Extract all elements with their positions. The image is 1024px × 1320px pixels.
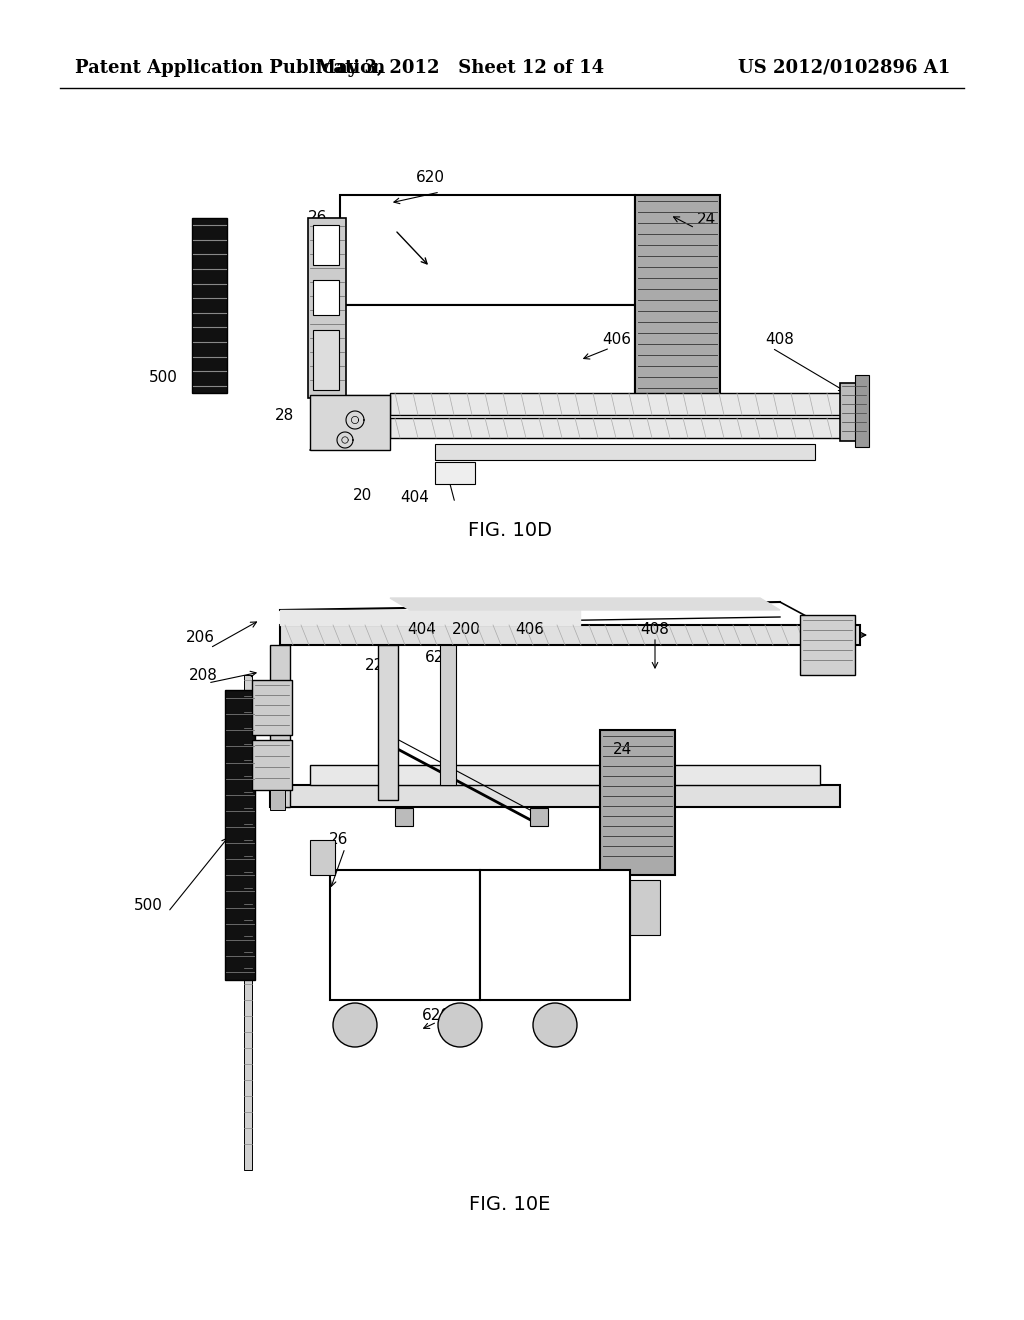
Text: 404: 404 [400, 491, 429, 506]
Bar [340, 195, 635, 305]
Text: 22: 22 [366, 657, 385, 672]
Bar [310, 840, 335, 875]
Text: May 3, 2012   Sheet 12 of 14: May 3, 2012 Sheet 12 of 14 [316, 59, 604, 77]
Text: 620: 620 [422, 1007, 451, 1023]
Text: 408: 408 [766, 333, 795, 347]
Bar [252, 741, 292, 789]
Bar [435, 444, 815, 459]
Text: 406: 406 [515, 622, 545, 636]
Text: 20: 20 [353, 487, 373, 503]
Circle shape [438, 1003, 482, 1047]
Bar [193, 218, 227, 393]
Text: 500: 500 [133, 898, 163, 912]
Polygon shape [390, 598, 780, 610]
Bar [390, 393, 845, 414]
Text: 206: 206 [185, 631, 214, 645]
Text: 620: 620 [416, 170, 444, 186]
Bar [635, 195, 720, 400]
Bar [313, 330, 339, 389]
Text: 408: 408 [641, 622, 670, 636]
Bar [313, 280, 339, 315]
Text: US 2012/0102896 A1: US 2012/0102896 A1 [737, 59, 950, 77]
Text: 500: 500 [148, 371, 177, 385]
Circle shape [333, 1003, 377, 1047]
Bar [600, 730, 675, 875]
Text: FIG. 10D: FIG. 10D [468, 520, 552, 540]
Text: Patent Application Publication: Patent Application Publication [75, 59, 385, 77]
Polygon shape [310, 395, 390, 450]
Text: FIG. 10E: FIG. 10E [469, 1196, 551, 1214]
Bar [435, 462, 475, 484]
Bar [270, 789, 285, 810]
Bar [480, 870, 630, 1001]
Bar [530, 808, 548, 826]
Bar [270, 645, 290, 807]
Bar [340, 305, 635, 400]
Bar [310, 395, 390, 450]
Text: 26: 26 [308, 210, 328, 226]
Text: 62: 62 [425, 651, 444, 665]
Bar [270, 785, 840, 807]
Bar [280, 624, 860, 645]
Bar [800, 615, 855, 675]
Bar [630, 880, 660, 935]
Bar [840, 383, 868, 441]
Bar [225, 690, 255, 979]
Bar [390, 418, 845, 438]
Bar [378, 645, 398, 800]
Text: 28: 28 [275, 408, 295, 422]
Text: 208: 208 [188, 668, 217, 682]
Bar [252, 680, 292, 735]
Text: 24: 24 [612, 742, 632, 758]
Bar [308, 218, 346, 399]
Circle shape [534, 1003, 577, 1047]
Bar [395, 808, 413, 826]
Bar [855, 375, 869, 447]
Bar [330, 870, 480, 1001]
Bar [310, 766, 820, 785]
Text: 404: 404 [408, 622, 436, 636]
Bar [313, 224, 339, 265]
Polygon shape [280, 610, 580, 624]
Text: 406: 406 [602, 333, 632, 347]
Bar [440, 645, 456, 785]
Text: 24: 24 [697, 213, 717, 227]
Text: 26: 26 [330, 833, 349, 847]
Bar [244, 675, 252, 1170]
Text: 200: 200 [452, 622, 480, 636]
